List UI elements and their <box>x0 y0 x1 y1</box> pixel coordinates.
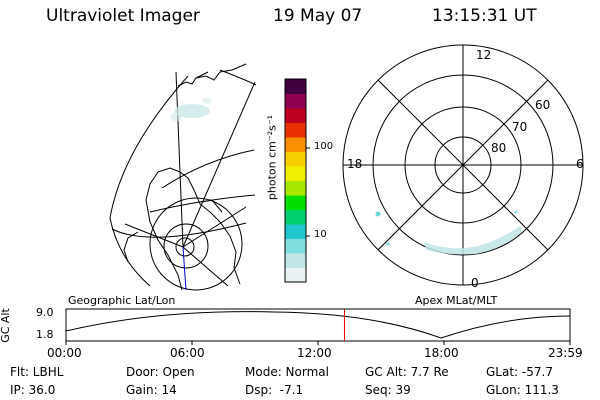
geographic-panel-label: Geographic Lat/Lon <box>68 294 176 307</box>
colorbar-segment <box>285 253 306 268</box>
colorbar-segment <box>285 209 306 225</box>
colorbar <box>285 79 306 283</box>
altitude-tick-bottom: 1.8 <box>36 328 54 341</box>
altitude-x-ticks <box>65 341 571 345</box>
header-title: Ultraviolet Imager <box>46 6 200 26</box>
time-tick-1200: 12:00 <box>297 346 332 360</box>
header-time: 13:15:31 UT <box>432 6 537 26</box>
colorbar-segment <box>285 79 306 94</box>
colorbar-unit-label: photon cm⁻²s⁻¹ <box>265 114 279 201</box>
time-tick-1800: 18:00 <box>424 346 459 360</box>
colorbar-segment <box>285 224 306 239</box>
colorbar-label-10: 10 <box>314 229 327 240</box>
mlat-label-60: 60 <box>535 98 551 112</box>
mlat-label-70: 70 <box>512 120 528 134</box>
mlt-label-18: 18 <box>347 157 363 171</box>
mlt-label-12: 12 <box>476 48 492 62</box>
dsp-readout: Dsp: -7.1 <box>245 383 304 397</box>
aurora-emission-right <box>375 210 522 255</box>
aurora-emission-left <box>170 98 212 121</box>
mlat-label-80: 80 <box>491 141 507 155</box>
mode-readout: Mode: Normal <box>245 365 329 379</box>
colorbar-segment <box>285 238 306 254</box>
colorbar-segment <box>285 122 306 138</box>
colorbar-segment <box>285 267 306 283</box>
subsatellite-meridian-line <box>182 246 187 291</box>
colorbar-label-100: 100 <box>314 141 334 152</box>
time-tick-2359: 23:59 <box>548 346 583 360</box>
colorbar-segment <box>285 108 306 123</box>
altitude-curve <box>65 311 571 339</box>
ip-readout: IP: 36.0 <box>10 383 56 397</box>
glat-readout: GLat: -57.7 <box>486 365 553 379</box>
door-readout: Door: Open <box>126 365 195 379</box>
colorbar-segment <box>285 137 306 152</box>
colorbar-segment <box>285 166 306 181</box>
colorbar-segment <box>285 180 306 196</box>
time-tick-0600: 06:00 <box>170 346 205 360</box>
glon-readout: GLon: 111.3 <box>486 383 559 397</box>
mlt-label-0: 0 <box>471 276 479 290</box>
polar-mlt-grid <box>342 44 584 286</box>
header-date: 19 May 07 <box>273 6 363 26</box>
altitude-tick-top: 9.0 <box>36 306 54 319</box>
time-tick-0000: 00:00 <box>47 346 82 360</box>
gain-readout: Gain: 14 <box>126 383 177 397</box>
magnetic-panel-label: Apex MLat/MLT <box>415 294 498 307</box>
colorbar-segment <box>285 195 306 210</box>
filter-readout: Flt: LBHL <box>10 365 64 379</box>
colorbar-segment <box>285 93 306 109</box>
geographic-map-panel <box>109 63 257 291</box>
seq-readout: Seq: 39 <box>365 383 411 397</box>
gc-alt-readout: GC Alt: 7.7 Re <box>365 365 449 379</box>
altitude-axis-label: GC Alt <box>0 308 12 343</box>
colorbar-segment <box>285 151 306 167</box>
mlt-label-6: 6 <box>576 157 584 171</box>
colorbar-frame <box>284 78 307 283</box>
